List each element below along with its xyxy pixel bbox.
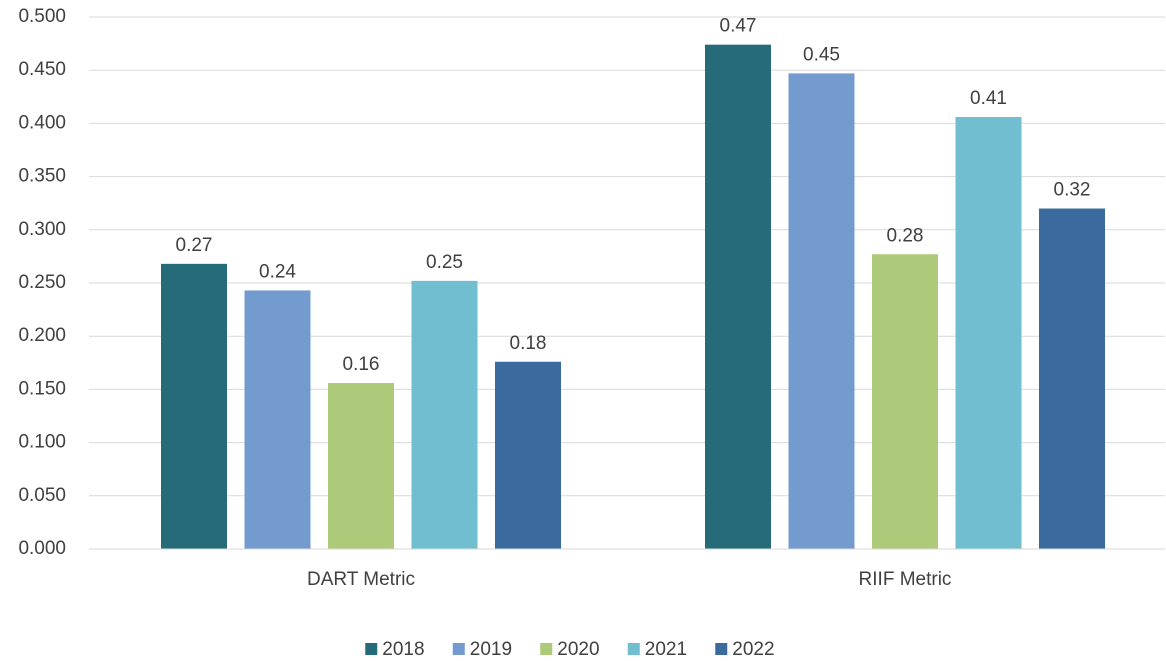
bar <box>495 361 561 549</box>
bar <box>955 117 1022 550</box>
data-label: 0.16 <box>343 354 380 375</box>
y-tick-label: 0.300 <box>18 219 66 240</box>
x-tick-label: RIIF Metric <box>859 569 952 590</box>
data-label: 0.45 <box>803 44 840 65</box>
data-label: 0.41 <box>970 88 1007 109</box>
bar <box>705 44 771 549</box>
y-tick-label: 0.050 <box>18 485 66 506</box>
bar <box>328 383 394 549</box>
y-tick-label: 0.100 <box>18 432 66 453</box>
data-label: 0.25 <box>426 252 463 273</box>
y-tick-label: 0.450 <box>18 59 66 80</box>
y-tick-label: 0.400 <box>18 112 66 133</box>
data-label: 0.27 <box>176 235 213 256</box>
data-label: 0.18 <box>510 333 547 354</box>
data-label: 0.24 <box>259 261 296 282</box>
bar <box>1039 208 1105 549</box>
data-label: 0.28 <box>887 225 924 246</box>
bar <box>161 263 227 549</box>
legend-label: 2021 <box>645 639 687 660</box>
bar <box>788 73 855 549</box>
legend-swatch <box>715 643 728 655</box>
bar <box>872 254 938 549</box>
legend-label: 2022 <box>732 639 774 660</box>
legend-swatch <box>365 643 378 655</box>
legend-swatch <box>452 643 465 655</box>
data-label: 0.32 <box>1054 180 1091 201</box>
data-label: 0.47 <box>720 16 757 37</box>
legend-label: 2018 <box>382 639 424 660</box>
y-tick-label: 0.150 <box>18 378 66 399</box>
bar <box>244 290 311 549</box>
y-tick-label: 0.500 <box>18 6 66 27</box>
legend-swatch <box>627 643 640 655</box>
x-tick-label: DART Metric <box>307 569 415 590</box>
y-tick-label: 0.000 <box>18 538 66 559</box>
y-tick-label: 0.350 <box>18 166 66 187</box>
legend-label: 2020 <box>557 639 599 660</box>
bar <box>411 280 478 549</box>
y-tick-label: 0.250 <box>18 272 66 293</box>
legend-swatch <box>540 643 553 655</box>
y-tick-label: 0.200 <box>18 325 66 346</box>
legend-label: 2019 <box>470 639 512 660</box>
